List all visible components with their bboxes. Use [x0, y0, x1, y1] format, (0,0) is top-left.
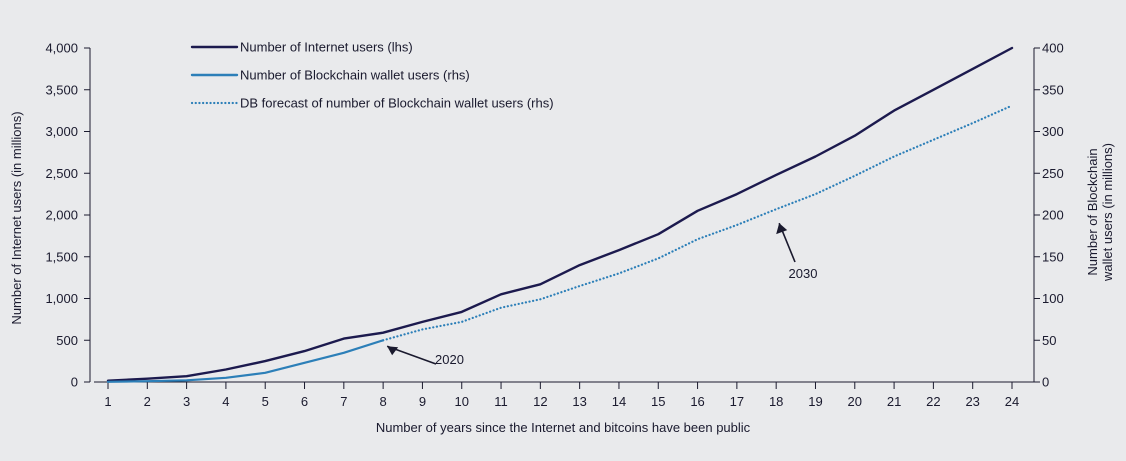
x-tick-label: 13 [572, 394, 586, 409]
x-tick-label: 5 [262, 394, 269, 409]
x-tick-label: 17 [730, 394, 744, 409]
legend-label-2: Number of Blockchain wallet users (rhs) [240, 68, 470, 83]
annotation-2030-arrowhead [776, 223, 788, 235]
right-tick-label: 250 [1042, 166, 1064, 181]
right-tick-label: 200 [1042, 208, 1064, 223]
right-axis-title-line-1: Number of Blockchain [1085, 148, 1100, 275]
x-tick-label: 9 [419, 394, 426, 409]
right-tick-label: 400 [1042, 41, 1064, 56]
x-tick-label: 23 [965, 394, 979, 409]
left-tick-label: 2,000 [45, 208, 78, 223]
x-axis-title: Number of years since the Internet and b… [376, 420, 751, 435]
x-tick-label: 22 [926, 394, 940, 409]
annotation-2020-arrowhead [387, 346, 399, 356]
x-tick-label: 21 [887, 394, 901, 409]
right-axis-title: Number of Blockchain wallet users (in mil… [1085, 143, 1115, 282]
series-line-2 [106, 339, 385, 383]
left-tick-label: 3,000 [45, 124, 78, 139]
x-tick-label: 3 [183, 394, 190, 409]
right-axis-title-line-2: wallet users (in millions) [1100, 143, 1115, 282]
x-tick-label: 19 [808, 394, 822, 409]
left-tick-label: 2,500 [45, 166, 78, 181]
x-tick-label: 6 [301, 394, 308, 409]
x-tick-label: 1 [104, 394, 111, 409]
left-tick-label: 1,500 [45, 249, 78, 264]
x-tick-label: 11 [494, 394, 508, 409]
x-tick-label: 8 [380, 394, 387, 409]
annotation-2020-label: 2020 [435, 352, 464, 367]
left-axis-title: Number of Internet users (in millions) [9, 111, 24, 324]
series-line-3 [382, 104, 1014, 342]
right-tick-label: 0 [1042, 375, 1049, 390]
left-tick-label: 3,500 [45, 82, 78, 97]
legend-label-1: Number of Internet users (lhs) [240, 40, 413, 55]
x-tick-label: 2 [144, 394, 151, 409]
right-tick-label: 150 [1042, 249, 1064, 264]
left-tick-label: 0 [71, 375, 78, 390]
x-tick-label: 15 [651, 394, 665, 409]
legend-label-3: DB forecast of number of Blockchain wall… [240, 96, 554, 111]
annotation-2030-label: 2030 [789, 266, 818, 281]
right-tick-label: 350 [1042, 82, 1064, 97]
series-line-1 [106, 46, 1014, 382]
left-tick-label: 1,000 [45, 291, 78, 306]
x-tick-label: 18 [769, 394, 783, 409]
x-tick-label: 24 [1005, 394, 1019, 409]
x-tick-label: 16 [690, 394, 704, 409]
x-tick-label: 7 [340, 394, 347, 409]
x-tick-label: 20 [848, 394, 862, 409]
x-tick-label: 14 [612, 394, 626, 409]
x-tick-label: 4 [222, 394, 229, 409]
left-tick-label: 500 [56, 333, 78, 348]
x-tick-label: 12 [533, 394, 547, 409]
x-tick-label: 10 [455, 394, 469, 409]
right-tick-label: 50 [1042, 333, 1056, 348]
right-tick-label: 300 [1042, 124, 1064, 139]
right-tick-label: 100 [1042, 291, 1064, 306]
left-tick-label: 4,000 [45, 41, 78, 56]
